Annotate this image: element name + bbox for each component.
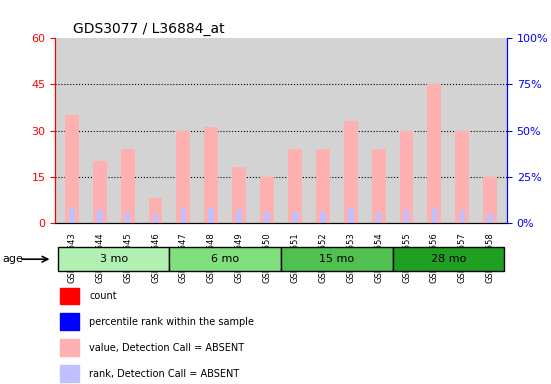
Bar [260, 177, 274, 223]
Bar [121, 149, 134, 223]
Bar [455, 131, 469, 223]
Text: 6 mo: 6 mo [211, 254, 239, 264]
Bar [97, 210, 102, 223]
Bar [344, 121, 358, 223]
Bar [288, 149, 302, 223]
Text: rank, Detection Call = ABSENT: rank, Detection Call = ABSENT [89, 369, 239, 379]
Bar [376, 212, 381, 223]
Bar [348, 208, 354, 223]
Bar [320, 212, 326, 223]
Text: 28 mo: 28 mo [431, 254, 466, 264]
Bar [204, 127, 218, 223]
Bar [316, 149, 330, 223]
Bar [208, 208, 214, 223]
Text: age: age [3, 254, 24, 264]
Bar [372, 149, 386, 223]
Bar [60, 339, 79, 356]
Bar [60, 313, 79, 330]
Bar [125, 212, 131, 223]
Bar [232, 167, 246, 223]
Bar [488, 214, 493, 223]
Text: 15 mo: 15 mo [319, 254, 354, 264]
Bar [60, 288, 79, 304]
Bar [69, 208, 74, 223]
FancyBboxPatch shape [58, 247, 170, 271]
Bar [399, 131, 413, 223]
Text: count: count [89, 291, 117, 301]
FancyBboxPatch shape [170, 247, 281, 271]
Bar [404, 210, 409, 223]
FancyBboxPatch shape [392, 247, 504, 271]
Bar [60, 365, 79, 382]
Bar [431, 208, 437, 223]
Bar [236, 210, 242, 223]
Bar [149, 198, 163, 223]
Bar [181, 208, 186, 223]
FancyBboxPatch shape [281, 247, 392, 271]
Text: value, Detection Call = ABSENT: value, Detection Call = ABSENT [89, 343, 244, 353]
Bar [153, 214, 158, 223]
Bar [65, 115, 79, 223]
Bar [428, 84, 441, 223]
Bar [292, 212, 298, 223]
Text: GDS3077 / L36884_at: GDS3077 / L36884_at [73, 22, 225, 36]
Bar [483, 177, 497, 223]
Bar [176, 131, 190, 223]
Bar [460, 210, 465, 223]
Text: percentile rank within the sample: percentile rank within the sample [89, 317, 254, 327]
Bar [93, 161, 107, 223]
Bar [264, 212, 270, 223]
Text: 3 mo: 3 mo [100, 254, 128, 264]
